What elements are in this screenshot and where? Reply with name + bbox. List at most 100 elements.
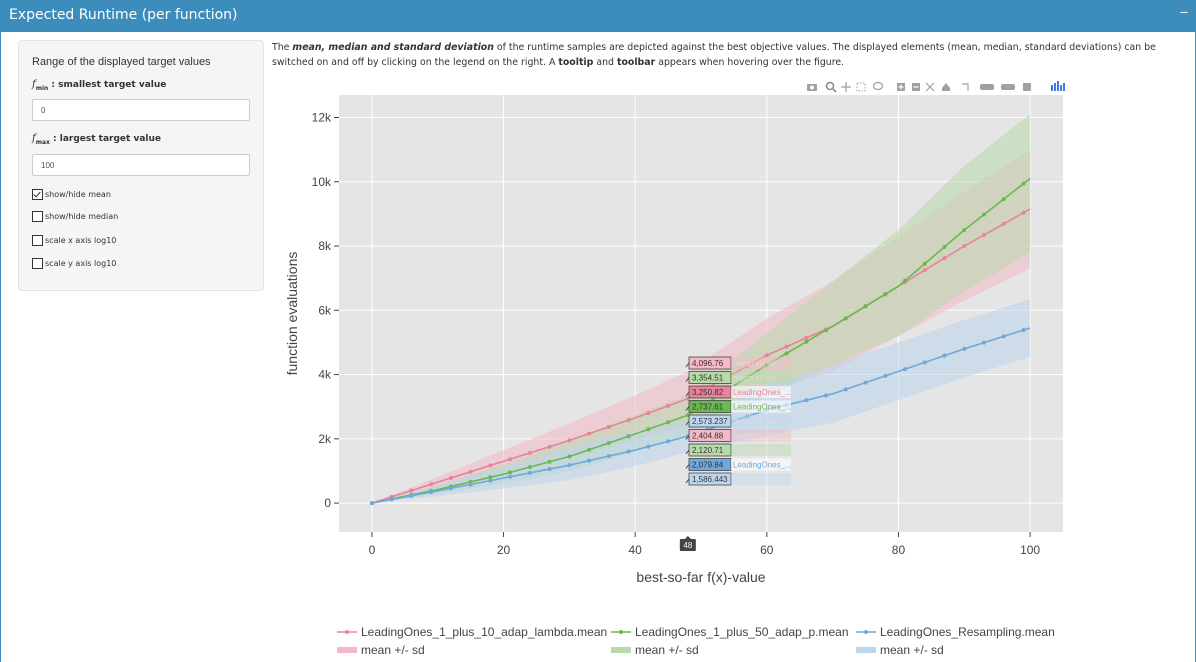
checkbox-box[interactable]: [32, 235, 43, 246]
tooltip-name-box: [731, 357, 791, 369]
x-tick-label: 100: [1020, 543, 1040, 557]
plotly-logo-bar: [1057, 81, 1059, 91]
lasso-icon[interactable]: [872, 81, 884, 91]
icon-shape: [825, 81, 835, 91]
mean-point-1: [508, 470, 513, 475]
legend-item-band[interactable]: mean +/- sd: [611, 643, 699, 657]
mean-point-0: [409, 488, 414, 493]
zoom-in-icon[interactable]: [897, 83, 905, 91]
spike-lines-icon[interactable]: [962, 83, 969, 91]
mean-point-0: [606, 424, 611, 429]
autoscale-icon[interactable]: [925, 82, 935, 92]
fmax-label: fmax : largest target value: [32, 133, 161, 146]
fmin-label-text: : smallest target value: [48, 80, 167, 90]
tooltip-value-box: [688, 443, 732, 457]
desc-text: appears when hovering over the figure.: [655, 57, 845, 68]
plotly-logo-icon[interactable]: [1051, 81, 1065, 91]
zoom-out-icon[interactable]: [912, 83, 920, 91]
mean-point-2: [468, 482, 473, 487]
x-tick-label: 80: [892, 543, 906, 557]
tooltip-value-box: [688, 371, 732, 384]
fmax-label-text: : largest target value: [49, 134, 162, 144]
tooltip-value: 2,404.88: [692, 432, 724, 441]
range-title: Range of the displayed target values: [32, 56, 211, 68]
mean-point-1: [547, 459, 552, 464]
hover-tooltip: 3,354.51 mean +/- sd: [685, 371, 791, 384]
collapse-button[interactable]: −: [1179, 4, 1188, 20]
tooltip-value: 2,120.71: [692, 446, 724, 455]
legend-item-mean[interactable]: LeadingOnes_1_plus_50_adap_p.mean: [611, 625, 849, 639]
fmin-sub: min: [35, 84, 49, 92]
mean-point-1: [982, 212, 987, 217]
mean-point-2: [824, 393, 829, 398]
show-mean-checkbox[interactable]: show/hide mean: [32, 189, 111, 200]
tooltip-name: LeadingOnes_...: [733, 461, 792, 470]
legend-label: mean +/- sd: [880, 643, 944, 657]
legend-marker-swatch: [619, 630, 623, 634]
mean-point-0: [448, 476, 453, 481]
icon-shape: [980, 84, 994, 90]
hover-tooltip: 1,586.443 mean +/- sd: [685, 472, 791, 486]
y-tick-label: 6k: [318, 303, 332, 317]
tooltip-name-box: [731, 458, 791, 471]
hover-compare-icon[interactable]: [1001, 84, 1015, 90]
tooltip-name: mean +/- sd: [733, 417, 775, 426]
tooltip-name: mean +/- sd: [733, 374, 775, 383]
mean-point-1: [745, 375, 750, 380]
scale-x-log-checkbox[interactable]: scale x axis log10: [32, 235, 116, 246]
mean-point-1: [567, 454, 572, 459]
legend-label: mean +/- sd: [361, 643, 425, 657]
legend-item-band[interactable]: mean +/- sd: [337, 643, 425, 657]
mean-point-0: [962, 244, 967, 249]
legend-item-mean[interactable]: LeadingOnes_Resampling.mean: [856, 625, 1055, 639]
legend-label: LeadingOnes_1_plus_10_adap_lambda.mean: [361, 625, 607, 639]
mean-point-1: [764, 362, 769, 367]
fmin-input[interactable]: [32, 99, 250, 121]
hover-tooltip: 3,250.82 LeadingOnes_...: [685, 385, 792, 399]
tooltip-value: 3,250.82: [692, 388, 724, 397]
checkbox-box[interactable]: [32, 258, 43, 269]
toggle-legend-icon[interactable]: [1023, 83, 1031, 91]
desc-toolbar-word: toolbar: [616, 57, 656, 68]
show-median-checkbox[interactable]: show/hide median: [32, 211, 118, 222]
checkbox-box[interactable]: [32, 189, 43, 200]
desc-text: and: [593, 57, 617, 68]
mean-point-2: [429, 490, 434, 495]
checkbox-box[interactable]: [32, 211, 43, 222]
mean-point-0: [587, 431, 592, 436]
reset-axes-icon[interactable]: [942, 83, 950, 91]
legend-item-mean[interactable]: LeadingOnes_1_plus_10_adap_lambda.mean: [337, 625, 607, 639]
icon-shape: [898, 84, 904, 90]
legend-label: mean +/- sd: [635, 643, 699, 657]
mean-point-2: [942, 353, 947, 358]
mean-point-0: [527, 450, 532, 455]
legend-item-band[interactable]: mean +/- sd: [856, 643, 944, 657]
zoom-icon[interactable]: [825, 81, 837, 93]
tooltip-value: 1,586.443: [692, 475, 728, 484]
tooltip-pointer: [685, 435, 690, 440]
tooltip-value: 2,737.61: [692, 403, 724, 412]
fmax-input[interactable]: [32, 154, 250, 176]
mean-point-2: [527, 470, 532, 475]
mean-point-2: [982, 340, 987, 345]
checkbox-label: show/hide median: [45, 212, 119, 221]
tooltip-name-box: [731, 400, 791, 413]
mean-point-2: [448, 486, 453, 491]
icon-shape: [942, 83, 950, 91]
hover-x-box: [679, 539, 696, 551]
scale-y-log-checkbox[interactable]: scale y axis log10: [32, 258, 116, 269]
tooltip-value: 2,573.237: [692, 417, 728, 426]
hover-tooltip: 2,079.84 LeadingOnes_...: [685, 458, 792, 471]
tooltip-pointer: [685, 362, 690, 368]
tooltip-value-box: [688, 356, 732, 370]
x-axis-label: best-so-far f(x)-value: [636, 569, 765, 585]
y-tick-label: 2k: [318, 432, 332, 446]
hover-tooltip: 2,737.61 LeadingOnes_...: [685, 400, 792, 413]
camera-icon[interactable]: [807, 84, 817, 91]
hover-closest-icon[interactable]: [980, 84, 994, 90]
tooltip-pointer: [685, 377, 690, 382]
mean-point-2: [646, 444, 651, 449]
pan-icon[interactable]: [841, 82, 851, 92]
box-select-icon[interactable]: [856, 82, 866, 92]
